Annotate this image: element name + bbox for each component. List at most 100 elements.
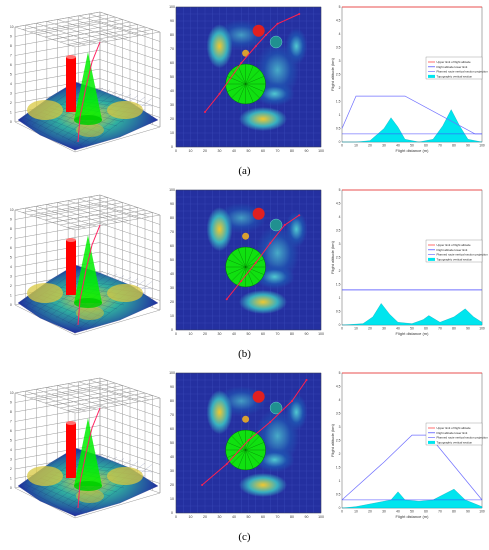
map-x-tick: 70	[276, 515, 280, 519]
route-waypoint	[218, 92, 221, 95]
planned-route	[226, 214, 300, 300]
map-x-tick: 50	[247, 515, 251, 519]
map-y-tick: 100	[169, 188, 175, 192]
map-x-tick: 10	[189, 332, 193, 336]
map-y-tick: 30	[170, 469, 174, 473]
profile-y-tick: 4	[339, 398, 341, 402]
threat-map-plot: 00 10 10 20 20 30 30 40 40 50 50 60 60 70 70 80 80 90 90 10…	[169, 371, 324, 519]
profile-x-tick: 80	[452, 327, 456, 331]
z-tick-label: 9	[10, 401, 12, 405]
legend-entry: Planned route vertical section projectio…	[437, 70, 489, 74]
terrain-peak	[206, 24, 233, 69]
profile-x-tick: 0	[341, 327, 343, 331]
threat-teal	[269, 401, 283, 415]
profile-y-tick: 3	[339, 425, 341, 429]
legend-box	[425, 239, 483, 263]
profile-y-tick: 1.5	[336, 100, 341, 104]
threat-cylinder-red-top	[66, 238, 76, 242]
profile-x-tick: 0	[341, 144, 343, 148]
map-frame	[175, 372, 322, 514]
map-x-tick: 40	[232, 332, 236, 336]
map-y-tick: 30	[170, 103, 174, 107]
altitude-profile-plot: 00.511.522.533.544.550 10 20 30 40 50 60 70 80 90…	[330, 188, 489, 336]
z-tick-label: 10	[10, 391, 14, 395]
map-x-tick: 60	[261, 149, 265, 153]
terrain-peak	[285, 211, 308, 248]
map-x-tick: 50	[247, 149, 251, 153]
map-x-tick: 60	[261, 515, 265, 519]
threat-cone-base	[74, 298, 102, 308]
profile-y-tick: 4.5	[336, 202, 341, 206]
route-waypoint	[269, 242, 272, 245]
profile-x-tick: 100	[479, 510, 485, 514]
profile-y-tick: 2	[339, 452, 341, 456]
map-x-tick: 90	[305, 149, 309, 153]
profile-ylabel: Flight altitude (km)	[330, 423, 335, 457]
z-tick-label: 7	[10, 237, 12, 241]
z-tick-label: 2	[10, 101, 12, 105]
z-tick-label: 1	[10, 294, 12, 298]
map-y-tick: 100	[169, 371, 175, 375]
profile-x-tick: 90	[466, 327, 470, 331]
profile-y-tick: 4.5	[336, 19, 341, 23]
profile-ylabel: Flight altitude (km)	[330, 57, 335, 91]
figure-row: 0 1 2 3 4 5 6 7 8 9 10 0 0 10 10 20 20 30 30 40 40 50 50 60 60 70…	[0, 2, 489, 162]
legend-entry: Flight altitude lower limit	[437, 248, 468, 252]
profile-x-tick: 0	[341, 510, 343, 514]
map-y-tick: 10	[170, 497, 174, 501]
legend-entry: Flight altitude lower limit	[437, 431, 468, 435]
terrain-peak	[239, 290, 287, 314]
map-y-tick: 0	[171, 328, 173, 332]
terrain-hill	[76, 306, 104, 320]
terrain-3d-plot: 0 1 2 3 4 5 6 7 8 9 10	[10, 377, 161, 519]
map-y-tick: 10	[170, 131, 174, 135]
threat-cylinder-red	[66, 57, 76, 112]
profile-y-tick: 4	[339, 32, 341, 36]
z-tick-label: 10	[10, 208, 14, 212]
map-x-tick: 10	[189, 149, 193, 153]
map-frame	[175, 6, 322, 148]
map-x-tick: 10	[189, 515, 193, 519]
figure-row: 0 1 2 3 4 5 6 7 8 9 10 0 0 10 10 20 20 30 30 40 40 50 50 60 60 70…	[0, 185, 489, 345]
map-y-tick: 80	[170, 399, 174, 403]
profile-xlabel: Flight distance (m)	[396, 331, 430, 336]
terrain-3d-plot: 0 1 2 3 4 5 6 7 8 9 10	[10, 11, 161, 153]
route-waypoint	[264, 34, 267, 36]
map-x-tick: 70	[276, 332, 280, 336]
z-tick-label: 5	[10, 256, 12, 260]
legend-entry: Upper limit of flight altitude	[437, 426, 471, 430]
map-y-tick: 0	[171, 511, 173, 515]
map-y-tick: 80	[170, 216, 174, 220]
map-y-tick: 20	[170, 300, 174, 304]
route-waypoint	[305, 379, 308, 381]
axis-ticks-3d: 0 1 2 3 4 5 6 7 8 9 10	[10, 25, 14, 124]
legend-box	[425, 422, 483, 446]
route-waypoint	[240, 280, 243, 282]
z-tick-label: 3	[10, 275, 12, 279]
profile-y-tick: 2.5	[336, 73, 341, 77]
map-x-tick: 80	[290, 332, 294, 336]
z-tick-label: 5	[10, 439, 12, 443]
terrain-hill	[76, 123, 104, 137]
threat-green-rays	[225, 430, 266, 470]
z-tick-label: 8	[10, 44, 12, 48]
z-tick-label: 9	[10, 218, 12, 222]
terrain-section	[341, 303, 483, 326]
subfigure-label: (c)	[238, 531, 251, 543]
profile-y-tick: 0	[339, 506, 341, 510]
terrain-peak	[239, 473, 287, 497]
profile-x-tick: 90	[466, 510, 470, 514]
profile-ylabel: Flight altitude (km)	[330, 240, 335, 274]
terrain-peak	[285, 394, 308, 431]
map-ticks: 00 10 10 20 20 30 30 40 40 50 50 60 60 70 70 80 80 90 90 10…	[169, 188, 324, 336]
legend-entry: Planned route vertical section projectio…	[437, 253, 489, 257]
map-y-tick: 90	[170, 19, 174, 23]
map-x-tick: 30	[218, 515, 222, 519]
map-x-tick: 100	[318, 515, 324, 519]
profile-y-tick: 1.5	[336, 283, 341, 287]
threat-red	[252, 207, 265, 220]
profile-y-tick: 4.5	[336, 385, 341, 389]
map-y-tick: 0	[171, 145, 173, 149]
map-y-tick: 70	[170, 413, 174, 417]
z-tick-label: 4	[10, 82, 12, 86]
